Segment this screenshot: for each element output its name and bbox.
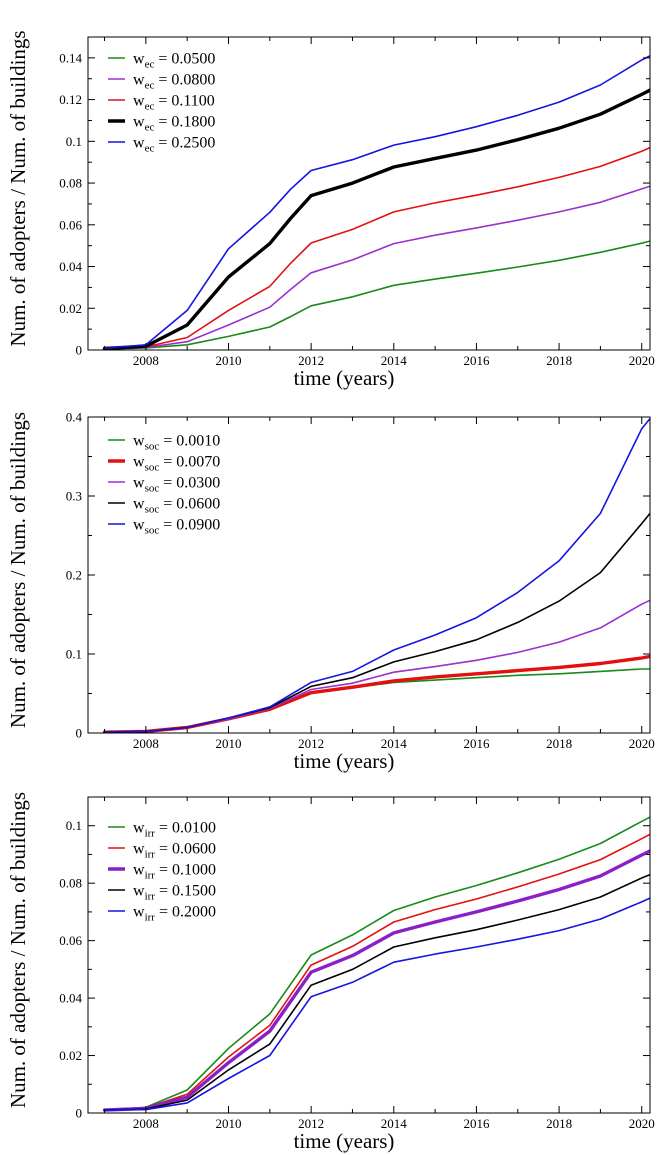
legend-label: wsoc = 0.0010 [133,433,220,453]
legend-label: wec = 0.0500 [133,51,215,71]
series-line-3 [102,849,650,1112]
legend-label: wec = 0.2500 [133,135,215,155]
y-axis-label: Num. of adopters / Num. of buildings [6,30,30,346]
y-tick-label: 0.12 [59,92,82,107]
x-tick-label: 2018 [546,1116,572,1131]
x-tick-label: 2020 [629,353,655,368]
x-tick-label: 2016 [463,353,490,368]
legend-label: wirr = 0.0600 [133,841,216,861]
x-tick-label: 2020 [629,1116,655,1131]
legend-label: wirr = 0.1000 [133,862,216,882]
x-tick-label: 2018 [546,736,572,751]
series-line-4 [103,512,650,733]
y-tick-label: 0.3 [66,489,82,504]
legend-label: wsoc = 0.0600 [133,496,220,516]
y-tick-label: 0.4 [66,410,83,425]
series-line-4 [103,873,650,1111]
legend-label: wsoc = 0.0900 [133,517,220,537]
x-tick-label: 2018 [546,353,572,368]
series-line-2 [103,185,650,350]
x-tick-label: 2016 [463,736,490,751]
series-line-1 [103,668,650,733]
x-tick-label: 2008 [133,1116,159,1131]
y-tick-label: 0.06 [59,933,82,948]
y-tick-label: 0.08 [59,176,82,191]
x-axis-label: time (years) [294,1129,395,1153]
x-axis-label: time (years) [294,749,395,773]
legend-label: wsoc = 0.0300 [133,475,220,495]
y-tick-label: 0.1 [66,647,82,662]
x-tick-label: 2020 [629,736,655,751]
x-tick-label: 2016 [463,1116,490,1131]
plot-frame [87,796,651,1114]
y-tick-label: 0.1 [66,818,82,833]
legend-label: wirr = 0.0100 [133,820,216,840]
x-tick-label: 2008 [133,353,159,368]
x-tick-label: 2012 [298,736,324,751]
y-tick-label: 0 [76,1106,83,1121]
legend-label: wec = 0.1100 [133,93,215,113]
legend-label: wirr = 0.2000 [133,904,216,924]
legend-label: wsoc = 0.0070 [133,454,220,474]
y-tick-label: 0.04 [59,259,82,274]
x-tick-label: 2010 [216,736,242,751]
y-tick-label: 0.08 [59,876,82,891]
y-tick-label: 0.02 [59,1048,82,1063]
plot-frame [87,36,651,351]
series-line-3 [103,146,650,350]
y-tick-label: 0.14 [59,50,82,65]
x-tick-label: 2012 [298,353,324,368]
legend-label: wec = 0.0800 [133,72,215,92]
x-tick-label: 2014 [381,736,408,751]
x-tick-label: 2014 [381,1116,408,1131]
legend-label: wec = 0.1800 [133,114,215,134]
series-line-5 [103,54,650,350]
x-tick-label: 2014 [381,353,408,368]
y-tick-label: 0.02 [59,301,82,316]
y-tick-label: 0 [76,726,83,741]
y-tick-label: 0.04 [59,991,82,1006]
chart-panel-1: 2008 2010 2012 2014 2016 2018 2020 0 0.02 0.04 0.0… [6,30,655,390]
y-axis-label: Num. of adopters / Num. of buildings [6,412,30,728]
y-tick-label: 0.1 [66,134,82,149]
x-axis-label: time (years) [294,366,395,390]
legend-label: wirr = 0.1500 [133,883,216,903]
series-line-1 [103,240,650,350]
series-line-5 [103,897,650,1111]
y-tick-label: 0.06 [59,217,82,232]
y-axis-label: Num. of adopters / Num. of buildings [6,792,30,1108]
chart-panel-3: 2008 2010 2012 2014 2016 2018 2020 0 0.02 0.04 0.0… [6,792,655,1153]
y-tick-label: 0.2 [66,568,82,583]
series-line-5 [103,417,650,733]
series-line-2 [103,833,650,1111]
chart-panel-2: 2008 2010 2012 2014 2016 2018 2020 0 0.1 0.2 0.3 0.… [6,410,655,774]
x-tick-label: 2008 [133,736,159,751]
x-tick-label: 2010 [216,1116,242,1131]
x-tick-label: 2010 [216,353,242,368]
x-tick-label: 2012 [298,1116,324,1131]
series-line-4 [102,88,650,350]
y-tick-label: 0 [76,343,83,358]
series-line-1 [103,816,650,1111]
